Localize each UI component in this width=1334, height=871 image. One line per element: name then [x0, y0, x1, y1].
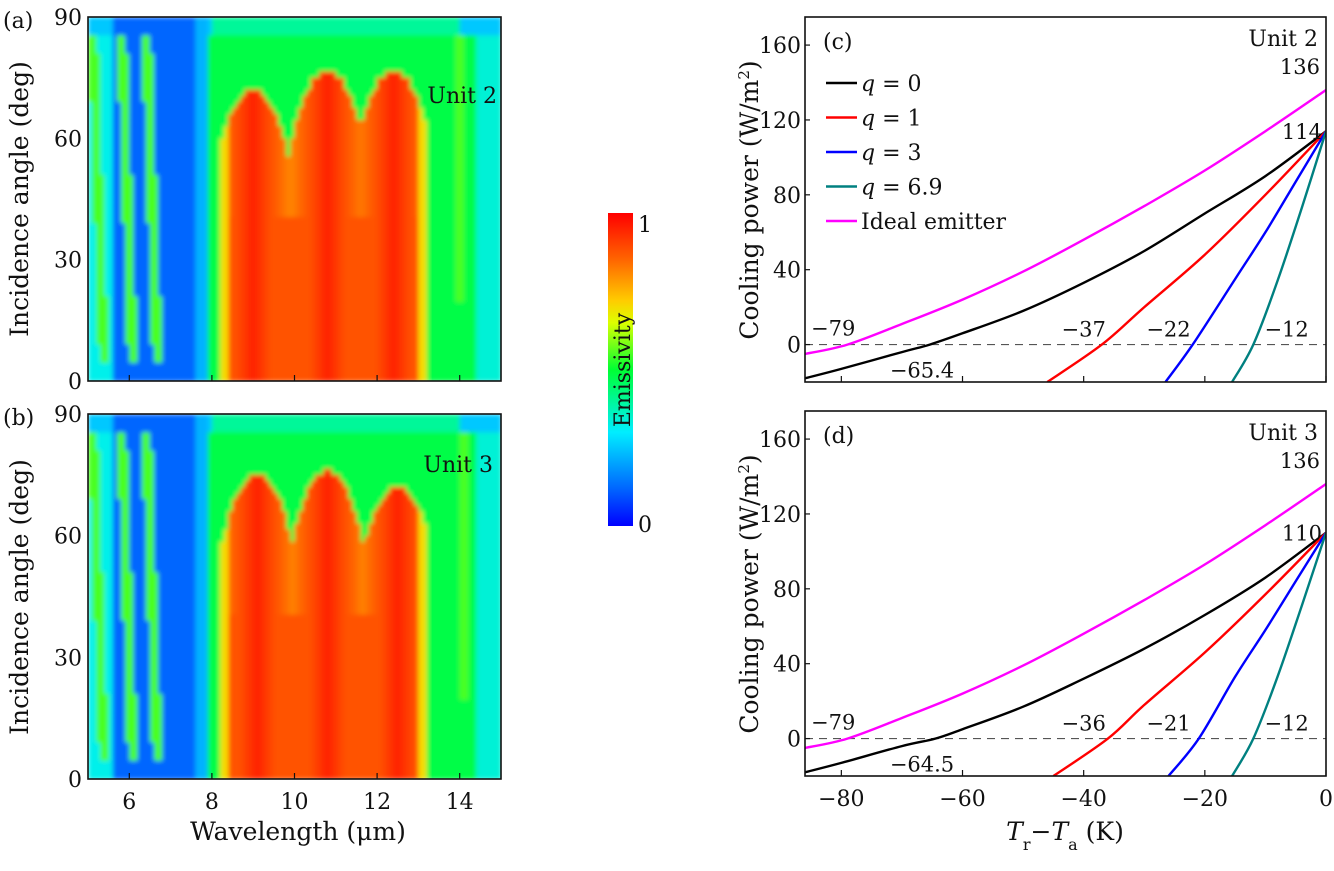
series-line [1231, 130, 1326, 382]
series-line [805, 531, 1326, 774]
data-annotation: −64.5 [890, 753, 954, 777]
heatmap-ytick-label: 60 [54, 127, 82, 152]
heatmap-ytick-label: 0 [68, 768, 82, 793]
xtick-label: −80 [818, 787, 864, 812]
line-chart-c: 0 40 80 120 160 136 114 −79 −65.4 −37 −22 −12 [759, 16, 1327, 383]
heatmap-ytick-label: 30 [54, 646, 82, 671]
heatmap-xtick-label: 8 [205, 790, 219, 815]
unit-label-a: Unit 2 [427, 84, 497, 109]
panel-label-c: (c) [823, 30, 853, 55]
heatmap-ticks: 0 30 60 90 6 8 10 12 14 0 30 60 90 [54, 6, 474, 815]
unit-label-d: Unit 3 [1248, 421, 1318, 446]
xtick-label: −60 [939, 787, 985, 812]
heatmap-b [88, 414, 501, 779]
ytick-label: 160 [759, 34, 801, 59]
heatmap-ytick-label: 0 [68, 370, 82, 395]
ytick-label: 160 [759, 428, 801, 453]
series-line [805, 130, 1326, 380]
legend-label: Ideal emitter [861, 210, 1007, 235]
data-annotation: −65.4 [890, 359, 954, 383]
data-annotation: −79 [811, 317, 855, 341]
data-annotation: 136 [1280, 449, 1320, 473]
heatmap-a [88, 17, 501, 381]
legend-label: q = 0 [861, 72, 922, 97]
series-line [1167, 532, 1326, 776]
unit-label-b: Unit 3 [423, 453, 493, 478]
ytick-label: 0 [787, 728, 801, 753]
colorbar-label: Emissivity [611, 312, 636, 427]
data-annotation: −36 [1062, 712, 1106, 736]
colorbar-min-label: 0 [638, 513, 652, 538]
ytick-label: 80 [773, 578, 801, 603]
data-annotation: −37 [1062, 318, 1106, 342]
data-annotation: −12 [1264, 318, 1308, 342]
xtick-label: 0 [1319, 787, 1333, 812]
line-xlabel: Tr−Ta (K) [1006, 817, 1124, 854]
heatmap-ytick-label: 60 [54, 525, 82, 550]
data-annotation: −22 [1146, 318, 1190, 342]
panel-label-d: (d) [823, 424, 854, 449]
ytick-label: 120 [759, 503, 801, 528]
ytick-label: 0 [787, 334, 801, 359]
line-c-ylabel: Cooling power (W/m2) [735, 60, 764, 339]
line-d-ylabel: Cooling power (W/m2) [735, 454, 764, 733]
legend-label: q = 6.9 [861, 176, 943, 201]
series-line [1164, 130, 1326, 382]
plot-frame [804, 410, 1327, 777]
colorbar [608, 213, 633, 526]
line-chart-d: −80 −60 −40 −20 0 0 40 80 120 160 136 110 −79 −64.5 −3… [759, 410, 1333, 812]
series-line [1231, 532, 1326, 776]
ytick-label: 40 [773, 653, 801, 678]
series-line [1052, 531, 1326, 776]
heatmap-ytick-label: 90 [54, 403, 82, 428]
legend-label: q = 3 [861, 141, 922, 166]
panel-label-a: (a) [3, 9, 33, 34]
ytick-label: 40 [773, 259, 801, 284]
heatmap-ytick-label: 90 [54, 6, 82, 31]
xtick-label: −40 [1060, 787, 1106, 812]
heatmap-xtick-label: 12 [363, 790, 391, 815]
panel-label-b: (b) [3, 406, 34, 431]
heatmap-xlabel: Wavelength (μm) [190, 817, 406, 846]
unit-label-c: Unit 2 [1248, 27, 1318, 52]
data-annotation: −12 [1264, 712, 1308, 736]
ytick-label: 120 [759, 109, 801, 134]
legend: q = 0 q = 1 q = 3 q = 6.9 Ideal emitter [826, 72, 1007, 235]
plot-frame [804, 16, 1327, 383]
data-annotation: 136 [1280, 55, 1320, 79]
ytick-label: 80 [773, 184, 801, 209]
heatmap-a-ylabel: Incidence angle (deg) [5, 61, 34, 337]
xtick-label: −20 [1182, 787, 1228, 812]
series-line [805, 483, 1326, 750]
data-annotation: −21 [1146, 712, 1190, 736]
colorbar-max-label: 1 [638, 213, 652, 238]
heatmap-xtick-label: 10 [281, 790, 309, 815]
series-line [805, 89, 1326, 356]
data-annotation: 114 [1282, 120, 1322, 144]
heatmap-ytick-label: 30 [54, 249, 82, 274]
heatmap-b-ylabel: Incidence angle (deg) [5, 459, 34, 735]
legend-label: q = 1 [861, 107, 922, 132]
data-annotation: 110 [1282, 522, 1322, 546]
data-annotation: −79 [811, 711, 855, 735]
series-line [1046, 130, 1326, 382]
heatmap-xtick-label: 6 [122, 790, 136, 815]
heatmap-xtick-label: 14 [446, 790, 474, 815]
